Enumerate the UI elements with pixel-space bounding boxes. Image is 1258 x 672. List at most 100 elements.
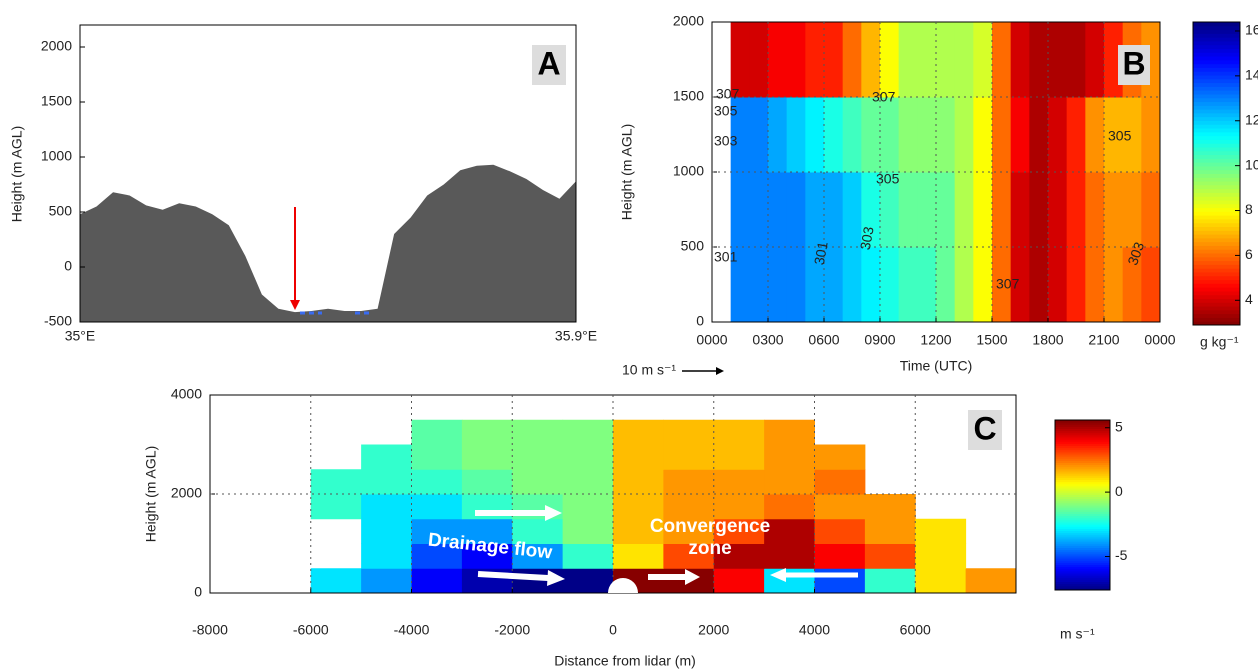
heat-cell	[917, 172, 937, 248]
colorbar-swatch	[1055, 585, 1110, 589]
heat-cell	[749, 247, 769, 323]
colorbar-swatch	[1193, 287, 1240, 292]
red-arrow-head	[290, 300, 300, 310]
panel-label: B	[1122, 45, 1145, 81]
colorbar-swatch	[1055, 583, 1110, 587]
colorbar-swatch	[1055, 492, 1110, 495]
heat-cell	[917, 22, 937, 98]
colorbar-tick-label: 8	[1245, 201, 1253, 217]
colorbar-tick-label: 16	[1245, 22, 1258, 38]
heat-cell	[864, 543, 916, 569]
colorbar-swatch	[1055, 507, 1110, 510]
colorbar-swatch	[1055, 462, 1110, 466]
colorbar-swatch	[1193, 196, 1240, 201]
colorbar-swatch	[1055, 534, 1110, 538]
colorbar-swatch	[1193, 82, 1240, 87]
colorbar-swatch	[1193, 124, 1240, 129]
colorbar-tick-label: 12	[1245, 111, 1258, 127]
heat-cell	[764, 518, 815, 544]
heat-cell	[562, 469, 614, 495]
heat-cell	[1122, 172, 1142, 248]
flow-arrow	[477, 571, 549, 581]
colorbar-swatch	[1193, 211, 1240, 216]
heat-cell	[613, 494, 664, 520]
colorbar-swatch	[1055, 530, 1110, 534]
colorbar-swatch	[1193, 78, 1240, 84]
colorbar-swatch	[1193, 63, 1240, 68]
x-tick-label: 6000	[900, 622, 931, 638]
colorbar-swatch	[1055, 454, 1110, 457]
x-tick-label: 2000	[698, 622, 729, 638]
contour-label: 303	[714, 133, 738, 149]
colorbar-swatch	[1055, 549, 1110, 553]
colorbar-swatch	[1193, 25, 1240, 31]
colorbar-swatch	[1193, 222, 1240, 228]
colorbar-swatch	[1193, 253, 1240, 258]
colorbar-swatch	[1055, 500, 1110, 504]
colorbar-swatch	[1193, 290, 1240, 296]
colorbar-swatch	[1193, 93, 1240, 99]
heat-cell	[1010, 247, 1030, 323]
heat-cell	[917, 97, 937, 173]
y-tick-label: 1000	[673, 163, 704, 179]
heat-cell	[768, 22, 788, 98]
heat-cell	[1029, 22, 1049, 98]
heat-cell	[1029, 247, 1049, 323]
panel-label-box	[1118, 45, 1150, 85]
colorbar-swatch	[1055, 522, 1110, 525]
heat-cell	[1010, 97, 1030, 173]
colorbar-swatch	[1055, 422, 1110, 425]
flow-arrows	[475, 505, 858, 586]
colorbar-swatch	[1193, 306, 1240, 311]
colorbar-swatch	[1193, 207, 1240, 212]
heat-cell	[461, 469, 513, 495]
y-tick-label: -500	[44, 313, 72, 329]
colorbar-swatch	[1193, 143, 1240, 148]
colorbar-swatch	[1193, 120, 1240, 125]
heat-cell	[613, 518, 664, 544]
colorbar-tick-label: 4	[1245, 291, 1253, 307]
heat-cell	[461, 543, 513, 569]
heat-cell	[1085, 172, 1105, 248]
colorbar-swatch	[1193, 29, 1240, 34]
heat-cell	[1141, 97, 1161, 173]
heat-cell	[814, 469, 866, 495]
colorbar-swatch	[1193, 116, 1240, 121]
heat-cell	[973, 97, 993, 173]
heat-cell	[663, 469, 715, 495]
colorbar-swatch	[1055, 519, 1110, 523]
contour-label: 307	[872, 89, 896, 105]
heat-cell	[713, 568, 765, 594]
heat-cell	[786, 172, 806, 248]
flow-arrow-head	[770, 568, 786, 582]
heat-cell	[562, 543, 614, 569]
colorbar-swatch	[1193, 184, 1240, 190]
heat-cell	[861, 172, 881, 248]
colorbar-swatch	[1055, 502, 1110, 506]
colorbar-swatch	[1055, 528, 1110, 531]
contour-label: 305	[1108, 128, 1132, 144]
colorbar-swatch	[1055, 494, 1110, 497]
y-tick-label: 1000	[41, 148, 72, 164]
heat-cell	[713, 518, 765, 544]
x-tick-label: 0000	[1144, 332, 1175, 348]
heat-cell	[861, 247, 881, 323]
heat-cell	[764, 444, 815, 470]
heat-cell	[663, 543, 715, 569]
heat-cell	[361, 494, 412, 520]
colorbar-swatch	[1193, 165, 1240, 171]
heat-cell	[562, 419, 614, 445]
x-tick-label: 35.9°E	[555, 328, 597, 344]
heat-cell	[1085, 247, 1105, 323]
colorbar-swatch	[1055, 575, 1110, 578]
contour-label: 305	[876, 171, 900, 187]
colorbar-swatch	[1193, 67, 1240, 72]
x-tick-label: -6000	[293, 622, 329, 638]
colorbar-swatch	[1193, 40, 1240, 46]
colorbar-swatch	[1055, 475, 1110, 478]
colorbar-swatch	[1055, 553, 1110, 557]
heat-cell	[713, 444, 765, 470]
colorbar-swatch	[1193, 203, 1240, 209]
colorbar-swatch	[1055, 517, 1110, 521]
colorbar-swatch	[1193, 237, 1240, 243]
